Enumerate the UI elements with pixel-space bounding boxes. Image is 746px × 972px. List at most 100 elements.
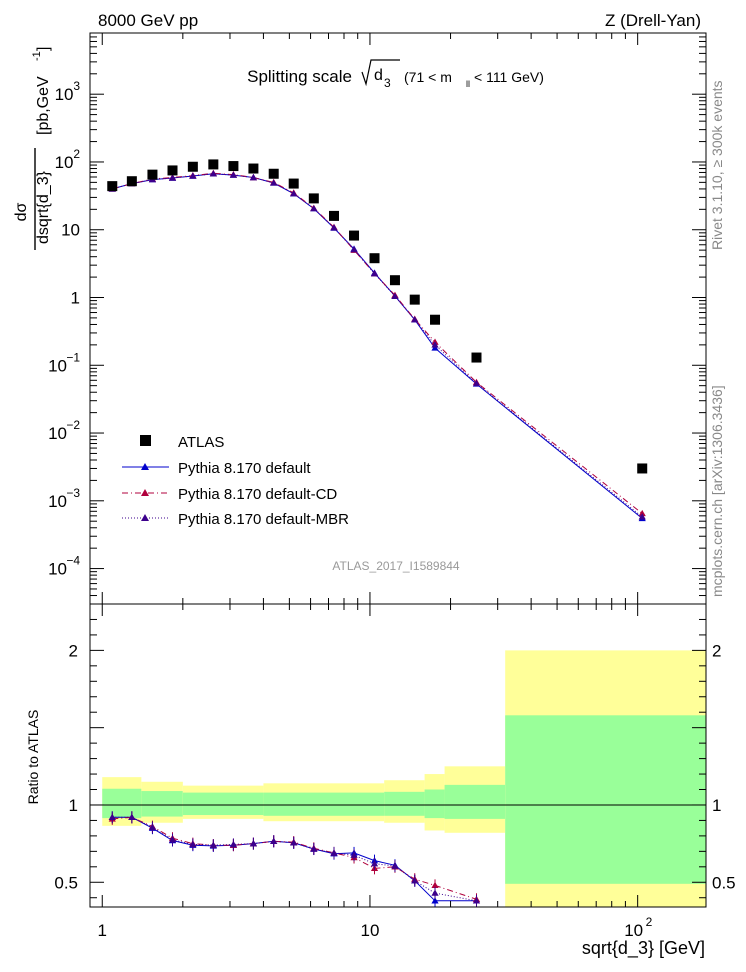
y-tick-label: 10 [61,221,80,240]
y-tick-labels-ratio: 2 2 1 1 0.5 0.5 [54,641,735,892]
mc-point [431,341,439,348]
y-tick-label-exp: −2 [66,418,80,432]
ratio-mc-line-0 [112,816,477,902]
mc-point [189,172,197,179]
ratio-mc-point [370,860,379,867]
ylabel-unit-exp: -1 [31,51,43,61]
y-tick-label-exp: 2 [73,147,80,161]
data-point [409,294,420,305]
ratio-mc-point [108,813,116,821]
title-range-prefix: (71 < m [404,69,452,85]
data-point [369,253,380,264]
mc-point [330,224,338,231]
ratio-mc-point [189,840,197,848]
data-point [637,463,648,474]
sqrt-sign-icon [361,59,400,87]
legend-label: Pythia 8.170 default-CD [178,486,337,503]
main-ylabel: dσ dsqrt{d_3} [pb,GeV -1 ] [13,47,52,250]
analysis-watermark: ATLAS_2017_I1589844 [332,559,460,573]
ratio-plot-frame [89,603,707,908]
mc-point [638,513,646,520]
ratio-mc-point [411,877,419,884]
ratio-mc-point [148,823,157,831]
ratio-mc-point [431,897,439,904]
mc-point [249,173,258,181]
ratio-mc-point [270,837,278,844]
mcplots-label: mcplots.cern.ch [arXiv:1306.3436] [709,385,725,597]
x-tick-label: 1 [98,921,107,940]
x-tick-label: 10 [624,921,643,940]
title-prefix: Splitting scale [247,67,352,86]
y-tick-label-exp: −3 [66,486,80,500]
ratio-uncertainty-bands [90,650,706,907]
y-tick-label-exp: 3 [73,79,80,93]
ratio-tick-label-left: 0.5 [54,873,78,892]
main-mc-curves [108,169,646,522]
legend-label: Pythia 8.170 default [178,460,311,477]
legend-marker-data [140,435,151,446]
ratio-tick-label-left: 2 [69,641,78,660]
mc-point [638,509,646,517]
ylabel-numerator: dσ [13,202,30,221]
header-left: 8000 GeV pp [98,11,198,30]
data-point [187,161,198,172]
ratio-mc-point [128,813,136,821]
legend: ATLAS Pythia 8.170 default Pythia 8.170 de… [122,434,349,528]
data-point [147,169,158,180]
ylabel-unit: [pb,GeV [35,76,52,135]
ratio-mc-line-2 [112,816,477,902]
ratio-mc-line-1 [112,816,477,900]
main-plot-frame [89,32,707,605]
stat-uncertainty-band [141,791,183,817]
mc-point [411,316,419,323]
ratio-mc-point [472,897,481,904]
mc-point [391,292,399,300]
y-tick-label-exp: −4 [66,554,80,568]
y-tick-label: 10 [48,560,67,579]
title-range-sub: ll [466,79,470,89]
stat-uncertainty-band [182,792,264,816]
mc-point [472,379,481,387]
ylabel-denominator: dsqrt{d_3} [35,170,52,244]
ratio-mc-point [168,836,177,843]
stat-uncertainty-band [384,791,425,816]
data-point [349,230,360,241]
ratio-mc-point [431,881,439,889]
y-tick-label: 10 [48,424,67,443]
mc-point [209,170,217,177]
legend-label: Pythia 8.170 default-MBR [178,511,349,528]
mc-point [229,171,238,178]
ratio-mc-curves [108,811,481,907]
ylabel-unit-close: ] [35,47,52,51]
ratio-mc-point [350,851,358,858]
mc-point [370,270,379,277]
mc-point [168,174,177,181]
ratio-mc-point [330,849,338,856]
data-point [471,352,482,363]
stat-uncertainty-band [102,788,142,819]
title-variable-sub: 3 [384,76,391,90]
mc-point [290,190,298,197]
ratio-mc-point [249,840,258,847]
legend-marker-mc [141,514,149,521]
main-data-points [107,159,648,474]
data-point [208,159,219,170]
ratio-mc-point [391,862,399,869]
mc-point [270,179,278,186]
ratio-mc-point [431,889,439,896]
mc-point [310,205,318,212]
ratio-tick-label-right: 0.5 [712,873,736,892]
data-point [430,314,441,325]
data-point [329,210,340,221]
legend-marker-mc [141,463,149,470]
data-point [308,193,319,204]
ratio-tick-label-left: 1 [69,796,78,815]
data-point [389,275,400,286]
plot-title: Splitting scale d 3 (71 < m ll < 111 GeV… [247,59,544,90]
data-point [126,176,137,187]
ratio-mc-point [290,839,298,846]
y-tick-label: 10 [55,85,74,104]
y-tick-label: 10 [48,492,67,511]
ratio-mc-point [229,840,238,848]
